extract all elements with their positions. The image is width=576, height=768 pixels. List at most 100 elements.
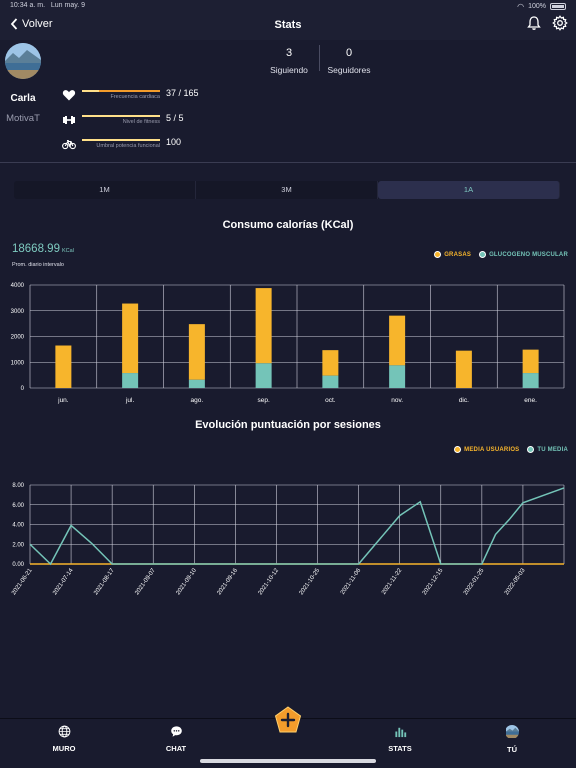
x-tick-label: 2021-08-17 [93,567,116,596]
stats-icon [394,727,406,738]
followers-counter[interactable]: 0 Seguidores [314,47,384,75]
bar-glucogeno [255,363,272,388]
legend-item-media-usuarios[interactable]: MEDIA USUARIOS [454,446,519,453]
legend-dot-tu-media [527,446,535,453]
page-title: Stats [274,19,302,31]
back-label: Volver [22,18,53,30]
x-tick-label: 2021-12-15 [422,567,445,596]
x-tick-label: 2021-11-06 [340,567,363,596]
x-tick-label: 2021-09-10 [175,567,198,596]
power-threshold-label: Umbral potencia funcional [96,143,160,149]
user-avatar-icon [505,725,519,739]
x-tick-label: 2021-10-25 [299,567,322,596]
bell-icon[interactable] [526,15,542,31]
legend-item-tu-media[interactable]: TU MEDIA [527,446,568,453]
fitness-level-bar-fill [82,115,160,117]
globe-icon [58,725,70,738]
calories-total-caption: Prom. diario intervalo [12,262,64,268]
section-divider [0,162,576,163]
x-tick-label: jul. [125,397,135,404]
plus-icon [280,712,296,728]
y-tick-label: 2.00 [12,542,24,548]
calories-total-unit: KCal [61,248,74,254]
fitness-level-value: 5 / 5 [166,113,184,123]
back-button[interactable]: Volver [10,18,53,30]
calories-legend: GRASAS GLUCOGENO MUSCULAR [434,251,568,258]
bar-grasas [455,350,472,388]
heart-rate-value: 37 / 165 [166,88,199,98]
heart-rate-label: Frecuencia cardiaca [110,94,160,100]
power-threshold-bar-fill [82,139,160,141]
following-counter[interactable]: 3 Siguiendo [254,47,324,75]
wifi-icon: ◠ [517,2,525,11]
tab-1m[interactable]: 1M [14,181,196,199]
x-tick-label: 2022-01-25 [463,567,486,596]
metric-heart-rate: Frecuencia cardiaca 37 / 165 [62,88,262,108]
nav-muro[interactable]: MURO [34,725,94,753]
bike-icon [62,139,76,150]
status-indicators: ◠ 100% [517,2,566,11]
gear-icon[interactable] [552,15,568,31]
bar-grasas [522,349,539,374]
user-subtitle: MotivaT [6,113,40,124]
legend-item-grasas[interactable]: GRASAS [434,251,471,258]
scores-line-chart: 0.00 2.00 4.00 6.00 8.00 2021-06-21 2021-07-14… [11,483,565,596]
user-name: Carla [10,93,36,104]
y-tick-label: 0 [21,386,25,392]
y-tick-label: 4.00 [12,523,24,529]
status-time-date: 10:34 a. m. Lun may. 9 [10,2,85,9]
x-tick-label: 2021-06-21 [11,567,34,596]
period-tabs: 1M 3M 1A [14,181,560,199]
heart-icon [62,90,76,101]
scores-chart-title: Evolución puntuación por sesiones [195,419,381,431]
power-threshold-bar [82,139,160,141]
bar-glucogeno [188,379,205,388]
tab-1a[interactable]: 1A [378,181,560,199]
nav-tu[interactable]: TÚ [482,725,542,754]
status-date: Lun may. 9 [50,2,85,9]
nav-stats[interactable]: STATS [370,725,430,753]
metric-power-threshold: Umbral potencia funcional 100 [62,137,262,157]
dumbbell-icon [63,116,75,124]
counter-divider [319,45,320,71]
x-tick-label: 2021-11-22 [381,567,404,596]
fitness-level-bar [82,115,160,117]
home-indicator [200,759,376,763]
x-tick-label: ago. [191,397,204,404]
avatar[interactable] [5,43,41,79]
bar-glucogeno [122,373,139,388]
legend-item-glucogeno[interactable]: GLUCOGENO MUSCULAR [479,251,568,258]
chevron-left-icon [10,18,18,30]
heart-rate-bar-fill [82,90,100,92]
calories-total-value: 18668.99 [12,243,60,255]
x-tick-label: sep. [257,397,269,404]
nav-chat[interactable]: CHAT [146,725,206,753]
nav-chat-label: CHAT [165,744,187,753]
legend-label-tu-media: TU MEDIA [537,446,568,453]
x-tick-label: 2022-05-03 [504,567,527,596]
following-count: 3 [285,47,293,59]
x-tick-label: jun. [57,397,69,404]
bar-grasas [188,324,205,380]
x-tick-label: 2021-09-07 [134,567,157,596]
metric-fitness-level: Nivel de fitness 5 / 5 [62,113,262,133]
bar-grasas [55,345,72,388]
heart-rate-bar [82,90,160,92]
bar-glucogeno [522,373,539,388]
legend-dot-grasas [434,251,442,258]
chat-icon [170,726,182,737]
add-session-button[interactable] [274,706,302,734]
bar-glucogeno [389,365,406,388]
x-tick-label: 2021-09-16 [216,567,239,596]
calories-chart-title: Consumo calorías (KCal) [222,219,354,231]
y-tick-label: 8.00 [12,483,24,489]
tab-3m[interactable]: 3M [196,181,378,199]
nav-tu-label: TÚ [507,745,517,754]
y-tick-label: 1000 [11,360,25,366]
avatar-landscape-image [5,43,41,79]
followers-label: Seguidores [327,65,371,75]
y-tick-label: 2000 [11,335,25,341]
line-tu-media [29,487,565,566]
bar-grasas [255,288,272,364]
legend-dot-glucogeno [479,251,487,258]
